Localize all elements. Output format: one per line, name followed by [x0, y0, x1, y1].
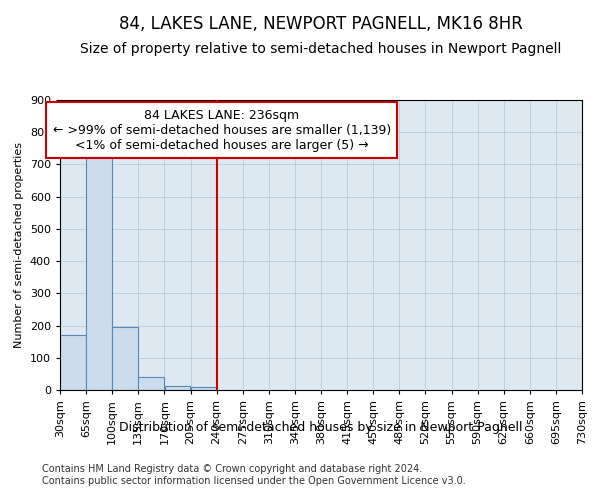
- Text: 84 LAKES LANE: 236sqm
← >99% of semi-detached houses are smaller (1,139)
<1% of : 84 LAKES LANE: 236sqm ← >99% of semi-det…: [53, 108, 391, 152]
- Bar: [139, 377, 164, 390]
- Y-axis label: Number of semi-detached properties: Number of semi-detached properties: [14, 142, 24, 348]
- Bar: [112, 327, 138, 390]
- Text: Contains public sector information licensed under the Open Government Licence v3: Contains public sector information licen…: [42, 476, 466, 486]
- Bar: [164, 386, 190, 390]
- Bar: [60, 335, 86, 390]
- Text: Distribution of semi-detached houses by size in Newport Pagnell: Distribution of semi-detached houses by …: [119, 421, 523, 434]
- Text: Contains HM Land Registry data © Crown copyright and database right 2024.: Contains HM Land Registry data © Crown c…: [42, 464, 422, 474]
- Text: 84, LAKES LANE, NEWPORT PAGNELL, MK16 8HR: 84, LAKES LANE, NEWPORT PAGNELL, MK16 8H…: [119, 15, 523, 33]
- Bar: [86, 152, 112, 390]
- Bar: [191, 388, 217, 390]
- Text: Size of property relative to semi-detached houses in Newport Pagnell: Size of property relative to semi-detach…: [80, 42, 562, 56]
